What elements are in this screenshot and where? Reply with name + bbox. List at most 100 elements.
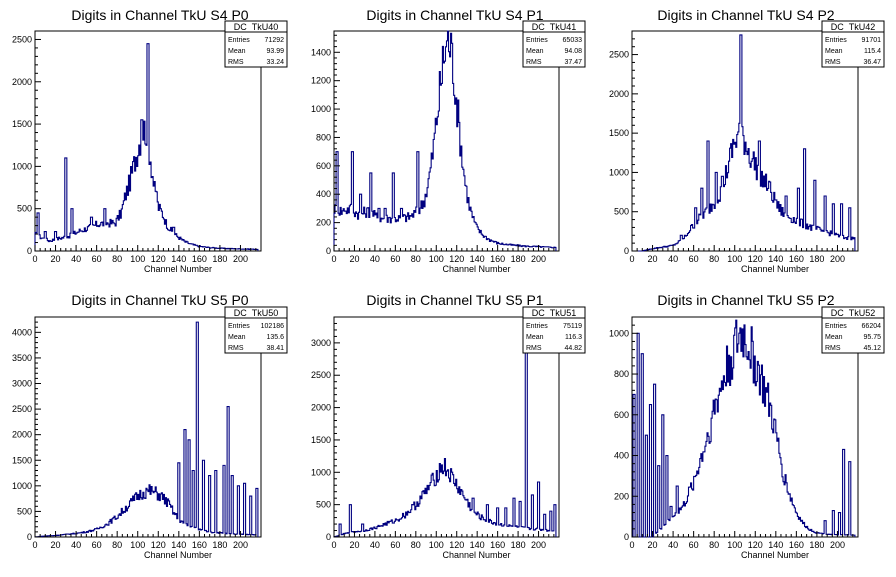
stats-value: 95.75 — [863, 334, 881, 341]
y-tick-label: 2000 — [609, 89, 629, 99]
stats-key: RMS — [228, 59, 244, 66]
x-tick-label: 100 — [130, 540, 145, 550]
x-tick-label: 140 — [171, 540, 186, 550]
stats-value: 37.47 — [564, 59, 582, 66]
y-tick-label: 1500 — [311, 435, 331, 445]
y-tick-label: 400 — [614, 451, 629, 461]
x-tick-label: 40 — [370, 540, 380, 550]
chart-title: Digits in Channel TkU S5 P0 — [71, 292, 248, 308]
x-tick-label: 0 — [629, 254, 634, 264]
y-tick-label: 0 — [27, 532, 32, 542]
stats-key: RMS — [825, 59, 841, 66]
y-tick-label: 200 — [614, 491, 629, 501]
y-tick-label: 1500 — [12, 455, 32, 465]
x-tick-label: 120 — [748, 254, 763, 264]
x-tick-label: 180 — [809, 540, 824, 550]
x-tick-label: 40 — [71, 540, 81, 550]
x-tick-label: 200 — [531, 540, 546, 550]
x-tick-label: 60 — [390, 254, 400, 264]
x-tick-label: 60 — [390, 540, 400, 550]
stats-name: DC_TkU41 — [532, 22, 577, 32]
y-tick-label: 500 — [316, 500, 331, 510]
y-tick-label: 0 — [624, 246, 629, 256]
y-tick-label: 2500 — [311, 370, 331, 380]
x-tick-label: 200 — [830, 540, 845, 550]
stats-key: Mean — [825, 48, 843, 55]
stats-box — [821, 20, 885, 68]
y-tick-label: 4000 — [12, 327, 32, 337]
histogram-panel: Digits in Channel TkU S4 P2 0 20 40 60 80 100 1… — [609, 7, 885, 274]
x-tick-label: 0 — [331, 540, 336, 550]
y-tick-label: 0 — [326, 532, 331, 542]
x-tick-label: 200 — [830, 254, 845, 264]
stats-key: Mean — [228, 48, 246, 55]
stats-box — [821, 306, 885, 354]
y-tick-label: 1200 — [311, 76, 331, 86]
histogram-panel: Digits in Channel TkU S5 P1 0 20 40 60 80 100 1… — [311, 292, 586, 560]
x-tick-label: 160 — [192, 540, 207, 550]
x-tick-label: 140 — [768, 254, 783, 264]
x-axis-label: Channel Number — [741, 550, 809, 560]
y-tick-label: 1500 — [609, 128, 629, 138]
stats-key: Entries — [825, 37, 847, 44]
x-axis-label: Channel Number — [442, 264, 510, 274]
stats-key: Mean — [825, 334, 843, 341]
x-tick-label: 160 — [789, 540, 804, 550]
y-tick-label: 1000 — [311, 104, 331, 114]
x-axis-label: Channel Number — [741, 264, 809, 274]
stats-key: Entries — [825, 323, 847, 330]
x-tick-label: 20 — [349, 254, 359, 264]
y-tick-label: 400 — [316, 189, 331, 199]
x-tick-label: 200 — [531, 254, 546, 264]
x-tick-label: 180 — [212, 254, 227, 264]
x-tick-label: 80 — [709, 540, 719, 550]
x-tick-label: 140 — [470, 254, 485, 264]
stats-value: 44.82 — [564, 345, 582, 352]
histogram-panel: Digits in Channel TkU S4 P0 0 20 40 60 80 100 1… — [12, 7, 288, 274]
stats-key: Mean — [526, 48, 544, 55]
y-tick-label: 600 — [614, 410, 629, 420]
x-tick-label: 80 — [709, 254, 719, 264]
x-tick-label: 0 — [331, 254, 336, 264]
stats-key: Mean — [526, 334, 544, 341]
x-tick-label: 60 — [689, 540, 699, 550]
x-tick-label: 40 — [668, 540, 678, 550]
x-tick-label: 140 — [171, 254, 186, 264]
stats-key: Entries — [526, 323, 548, 330]
x-tick-label: 20 — [648, 540, 658, 550]
stats-value: 93.99 — [266, 48, 284, 55]
y-tick-label: 2500 — [12, 34, 32, 44]
stats-value: 36.47 — [863, 59, 881, 66]
x-tick-label: 160 — [192, 254, 207, 264]
y-tick-label: 3500 — [12, 353, 32, 363]
x-tick-label: 180 — [511, 254, 526, 264]
stats-value: 102186 — [261, 323, 284, 330]
y-tick-label: 500 — [17, 204, 32, 214]
stats-value: 115.4 — [864, 48, 881, 55]
stats-value: 71292 — [265, 37, 285, 44]
histogram-series — [34, 43, 259, 251]
histogram-panel: Digits in Channel TkU S5 P2 0 20 40 60 80 100 1… — [609, 292, 885, 560]
x-tick-label: 0 — [629, 540, 634, 550]
x-tick-label: 180 — [511, 540, 526, 550]
stats-key: Entries — [228, 323, 250, 330]
x-tick-label: 160 — [490, 254, 505, 264]
stats-value: 45.12 — [863, 345, 881, 352]
stats-value: 116.3 — [565, 334, 582, 341]
chart-title: Digits in Channel TkU S5 P2 — [657, 292, 834, 308]
histogram-panel: Digits in Channel TkU S5 P0 0 20 40 60 80 100 1… — [12, 292, 288, 560]
y-tick-label: 200 — [316, 218, 331, 228]
histogram-series — [333, 332, 557, 538]
stats-key: Entries — [526, 37, 548, 44]
x-tick-label: 40 — [370, 254, 380, 264]
x-tick-label: 120 — [449, 254, 464, 264]
stats-box — [224, 306, 288, 354]
x-tick-label: 140 — [768, 540, 783, 550]
histogram-series — [333, 30, 557, 251]
y-tick-label: 2000 — [311, 403, 331, 413]
stats-value: 38.41 — [266, 345, 284, 352]
y-tick-label: 3000 — [12, 379, 32, 389]
x-tick-label: 120 — [151, 540, 166, 550]
y-tick-label: 1000 — [12, 161, 32, 171]
